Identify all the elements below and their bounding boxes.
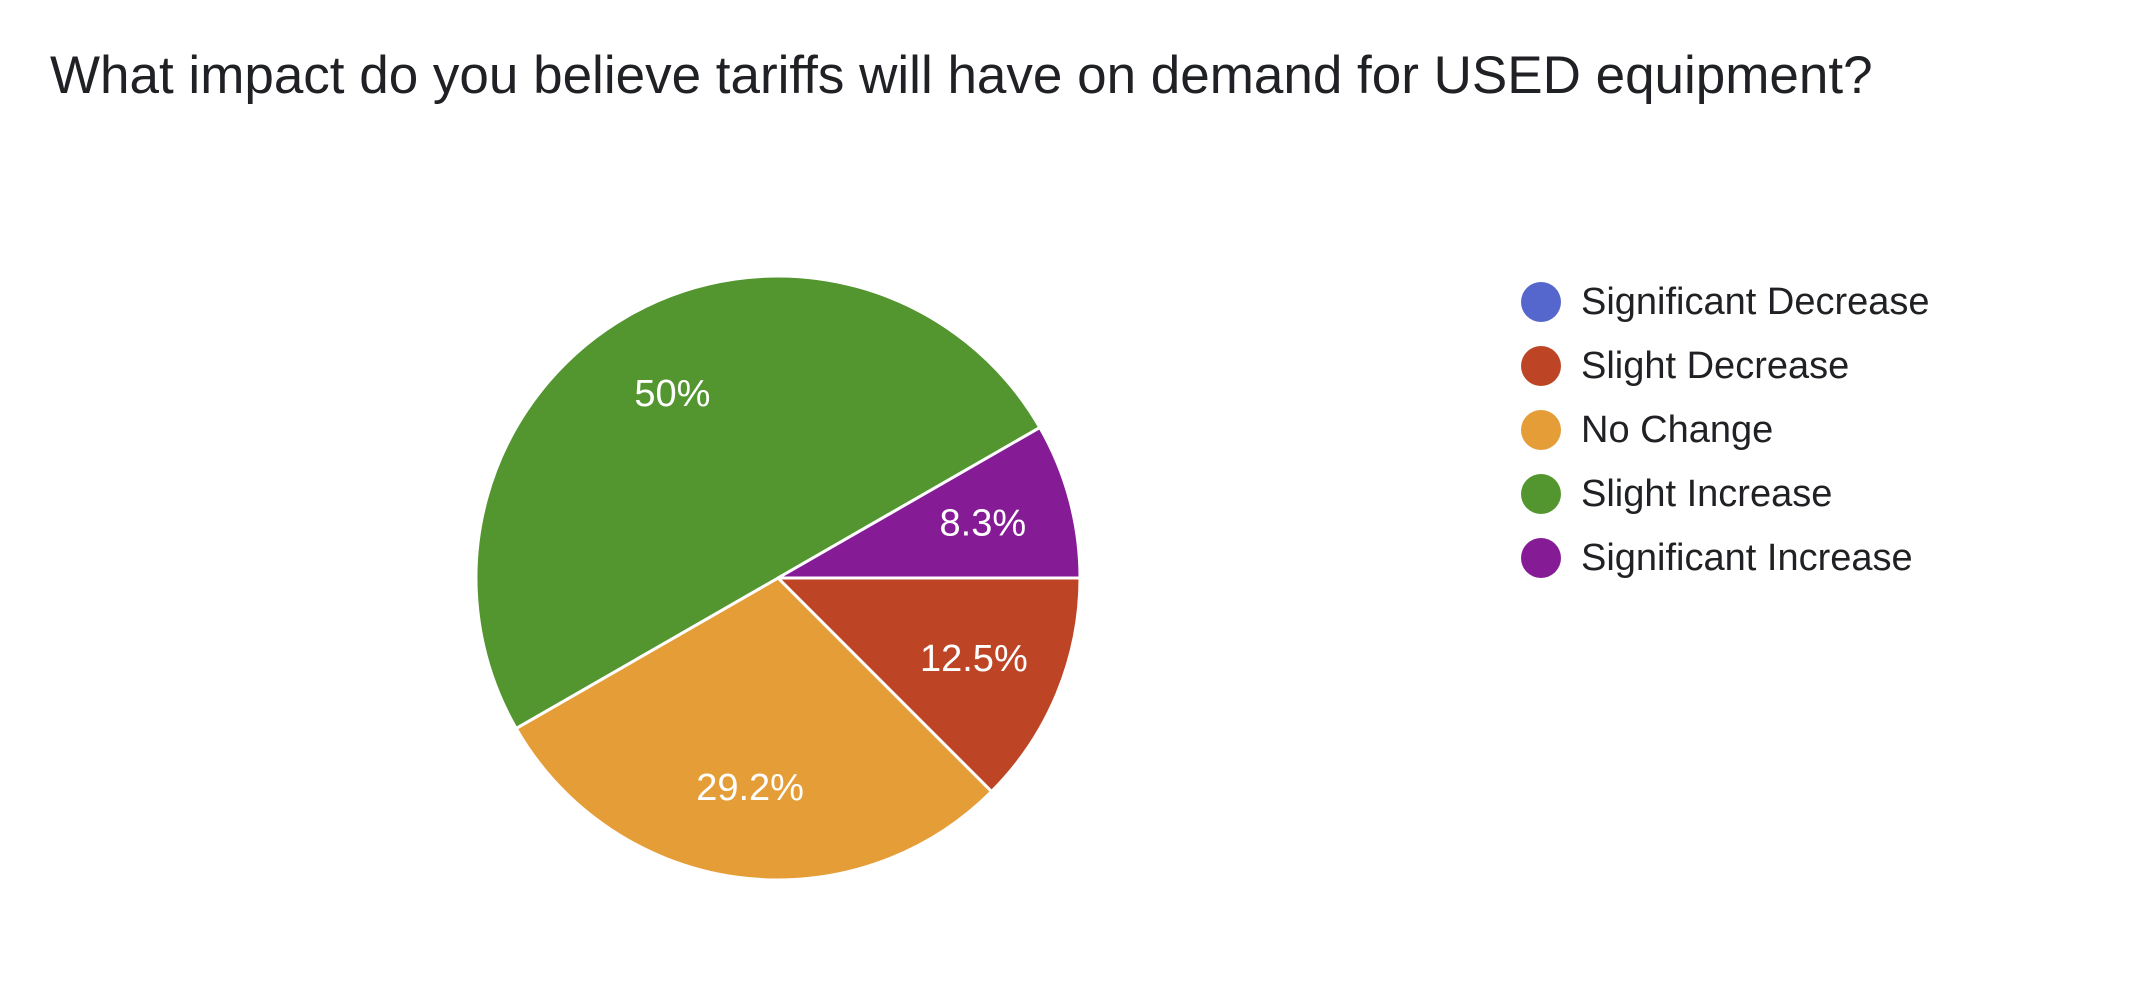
legend-item-significant-decrease[interactable]: Significant Decrease xyxy=(1521,270,1930,334)
legend-swatch-significant-decrease xyxy=(1521,282,1561,322)
pie-slices xyxy=(474,274,1082,882)
question-title: What impact do you believe tariffs will … xyxy=(50,46,1873,105)
legend-swatch-slight-increase xyxy=(1521,474,1561,514)
legend-label-no-change: No Change xyxy=(1581,409,1774,451)
pie-slice-labels: 12.5% 29.2% 50% 8.3% xyxy=(634,373,1027,809)
legend-item-significant-increase[interactable]: Significant Increase xyxy=(1521,526,1930,590)
legend-label-slight-decrease: Slight Decrease xyxy=(1581,345,1850,387)
legend-label-slight-increase: Slight Increase xyxy=(1581,473,1833,515)
pie-label-significant-increase: 8.3% xyxy=(940,502,1027,544)
pie-slice-no-change[interactable] xyxy=(514,576,994,882)
legend-item-slight-decrease[interactable]: Slight Decrease xyxy=(1521,334,1930,398)
pie-label-slight-increase: 50% xyxy=(634,373,710,415)
legend-item-no-change[interactable]: No Change xyxy=(1521,398,1930,462)
pie-slice-significant-increase[interactable] xyxy=(776,426,1082,580)
chart-legend: Significant Decrease Slight Decrease No Ch… xyxy=(1521,270,1930,590)
pie-slice-slight-increase[interactable] xyxy=(474,274,1042,730)
pie-slice-slight-decrease[interactable] xyxy=(776,576,1082,794)
pie-label-no-change: 29.2% xyxy=(696,767,804,809)
pie-label-slight-decrease: 12.5% xyxy=(920,638,1028,680)
legend-label-significant-increase: Significant Increase xyxy=(1581,537,1913,579)
legend-swatch-significant-increase xyxy=(1521,538,1561,578)
legend-swatch-slight-decrease xyxy=(1521,346,1561,386)
legend-label-significant-decrease: Significant Decrease xyxy=(1581,281,1930,323)
legend-item-slight-increase[interactable]: Slight Increase xyxy=(1521,462,1930,526)
pie-chart: 12.5% 29.2% 50% 8.3% xyxy=(474,274,1082,882)
legend-swatch-no-change xyxy=(1521,410,1561,450)
